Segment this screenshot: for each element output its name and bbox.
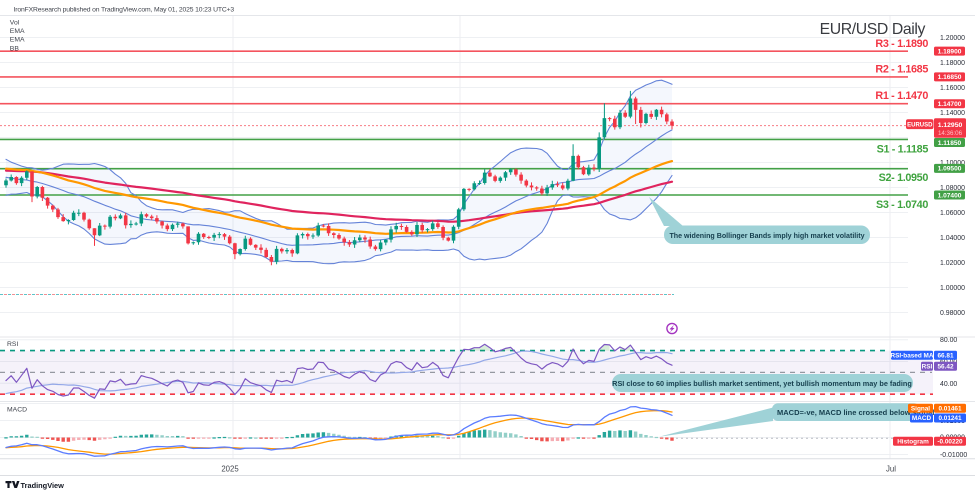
svg-text:1.11850: 1.11850 [938,140,962,147]
svg-text:14:36:06: 14:36:06 [938,130,963,137]
svg-text:2025: 2025 [221,465,239,474]
svg-text:MACD: MACD [912,415,932,422]
svg-text:66.81: 66.81 [938,352,954,359]
svg-text:1.10000: 1.10000 [940,160,965,167]
svg-text:-0.01000: -0.01000 [940,452,967,459]
svg-text:0.01241: 0.01241 [938,415,962,422]
svg-text:TradingView: TradingView [21,481,65,490]
svg-text:1.20000: 1.20000 [940,35,965,42]
svg-text:R2 - 1.1685: R2 - 1.1685 [875,64,928,76]
svg-text:1.14000: 1.14000 [940,110,965,117]
svg-text:RSI-based MA: RSI-based MA [891,352,934,359]
svg-text:EMA: EMA [10,28,25,35]
svg-text:Histogram: Histogram [897,439,929,446]
svg-text:Jul: Jul [886,465,896,474]
svg-text:1.06000: 1.06000 [940,210,965,217]
svg-text:1.04000: 1.04000 [940,235,965,242]
svg-text:RSI close to 60 implies bullis: RSI close to 60 implies bullish market s… [612,379,912,388]
svg-text:EMA: EMA [10,37,25,44]
svg-text:80.00: 80.00 [940,337,957,344]
svg-text:The widening Bollinger Bands i: The widening Bollinger Bands imply high … [669,232,864,240]
svg-text:0.01461: 0.01461 [938,406,962,413]
svg-text:S2- 1.0950: S2- 1.0950 [879,172,929,184]
svg-text:Signal: Signal [911,406,930,413]
svg-text:RSI: RSI [922,363,933,370]
svg-text:IronFXResearch published on Tr: IronFXResearch published on TradingView.… [14,6,235,13]
svg-text:1.18900: 1.18900 [938,48,962,55]
svg-text:EUR/USD Daily: EUR/USD Daily [820,21,926,38]
svg-text:S1 - 1.1185: S1 - 1.1185 [877,143,929,155]
svg-text:-0.00220: -0.00220 [937,439,963,446]
svg-text:BB: BB [10,45,20,52]
svg-text:56.42: 56.42 [938,363,954,370]
svg-text:1.08000: 1.08000 [940,185,965,192]
svg-text:1.16850: 1.16850 [938,74,962,81]
svg-text:Vol: Vol [10,19,20,26]
svg-text:1.12950: 1.12950 [938,122,963,129]
svg-text:MACD=-ve, MACD line crossed be: MACD=-ve, MACD line crossed below signal [777,408,934,417]
svg-text:R1 - 1.1470: R1 - 1.1470 [875,90,928,102]
svg-text:1.00000: 1.00000 [940,285,965,292]
svg-text:R3 - 1.1890: R3 - 1.1890 [875,38,928,50]
svg-text:RSI: RSI [7,341,18,348]
svg-text:1.16000: 1.16000 [940,85,965,92]
svg-text:1.14700: 1.14700 [938,101,962,108]
svg-text:1.18000: 1.18000 [940,60,965,67]
svg-text:40.00: 40.00 [940,381,957,388]
svg-text:1.02000: 1.02000 [940,260,965,267]
svg-text:1.07400: 1.07400 [938,192,962,199]
svg-text:1.09500: 1.09500 [938,166,962,173]
svg-text:0.98000: 0.98000 [940,310,965,317]
svg-text:S3 - 1.0740: S3 - 1.0740 [876,199,928,211]
svg-text:EURUSD: EURUSD [907,123,933,129]
svg-text:MACD: MACD [7,407,27,414]
